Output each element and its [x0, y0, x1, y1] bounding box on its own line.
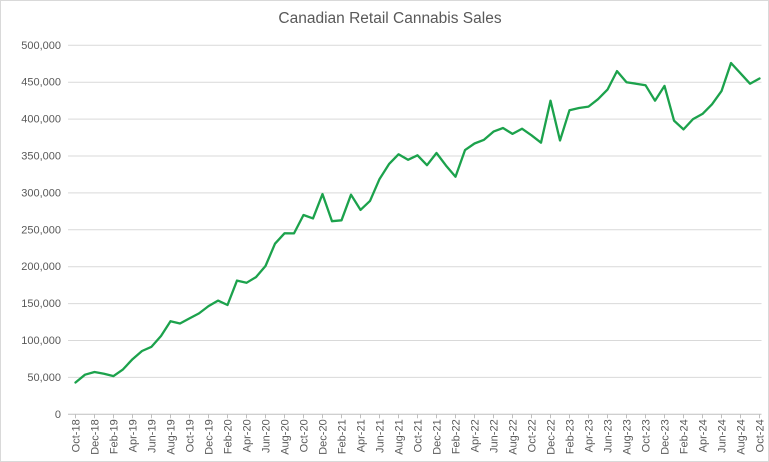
- y-axis-tick-label: 450,000: [21, 77, 61, 89]
- x-axis-tick-label: Dec-21: [432, 419, 444, 454]
- x-axis-tick-label: Jun-22: [489, 419, 501, 453]
- x-axis-tick-label: Feb-21: [337, 419, 349, 454]
- y-axis-tick-label: 350,000: [21, 151, 61, 163]
- x-axis-tick-label: Oct-24: [755, 419, 767, 452]
- x-axis-tick-label: Aug-23: [622, 419, 634, 454]
- x-axis-tick-label: Dec-19: [204, 419, 216, 454]
- x-axis-tick-label: Apr-24: [698, 419, 710, 452]
- x-axis-tick-label: Apr-19: [128, 419, 140, 452]
- y-axis-tick-label: 400,000: [21, 114, 61, 126]
- y-axis-labels: 0 50,000 100,000 150,000 200,000 250,000 300,0…: [21, 40, 61, 421]
- x-axis-tick-label: Aug-21: [394, 419, 406, 454]
- x-axis-tick-label: Dec-23: [660, 419, 672, 454]
- x-axis-tick-label: Feb-23: [565, 419, 577, 454]
- x-axis-tick-label: Jun-21: [375, 419, 387, 453]
- axis-lines: [68, 413, 762, 419]
- x-axis-tick-label: Apr-22: [470, 419, 482, 452]
- x-axis-tick-label: Oct-21: [413, 419, 425, 452]
- y-axis-tick-label: 250,000: [21, 224, 61, 236]
- chart-title: Canadian Retail Cannabis Sales: [278, 10, 501, 27]
- x-axis-tick-label: Oct-22: [527, 419, 539, 452]
- sales-line-series: [74, 61, 761, 384]
- x-axis-tick-label: Dec-22: [546, 419, 558, 454]
- y-axis-tick-label: 200,000: [21, 261, 61, 273]
- x-axis-tick-label: Oct-18: [71, 419, 83, 452]
- y-axis-tick-label: 50,000: [27, 372, 61, 384]
- gridlines: [68, 44, 762, 378]
- x-axis-tick-label: Feb-20: [223, 419, 235, 454]
- x-axis-tick-label: Jun-23: [603, 419, 615, 453]
- x-axis-tick-label: Oct-23: [641, 419, 653, 452]
- x-axis-tick-label: Oct-19: [185, 419, 197, 452]
- x-axis-tick-label: Jun-19: [147, 419, 159, 453]
- x-axis-tick-label: Aug-20: [280, 419, 292, 454]
- x-axis-tick-label: Aug-24: [736, 419, 748, 454]
- x-axis-tick-label: Feb-19: [109, 419, 121, 454]
- y-axis-tick-label: 500,000: [21, 40, 61, 52]
- x-axis-tick-label: Jun-20: [261, 419, 273, 453]
- x-axis-tick-label: Apr-23: [584, 419, 596, 452]
- x-axis-labels: Oct-18 Dec-18 Feb-19 Apr-19 Jun-19 Aug-19 Oct-…: [71, 419, 767, 454]
- y-axis-tick-label: 300,000: [21, 187, 61, 199]
- x-axis-tick-label: Apr-20: [242, 419, 254, 452]
- x-axis-tick-label: Feb-22: [451, 419, 463, 454]
- x-axis-tick-label: Dec-18: [90, 419, 102, 454]
- x-axis-tick-label: Oct-20: [299, 419, 311, 452]
- x-axis-tick-label: Aug-19: [166, 419, 178, 454]
- y-axis-tick-label: 0: [55, 409, 61, 421]
- x-axis-tick-label: Jun-24: [717, 419, 729, 453]
- y-axis-tick-label: 150,000: [21, 298, 61, 310]
- x-axis-tick-label: Feb-24: [679, 419, 691, 454]
- x-axis-tick-label: Aug-22: [508, 419, 520, 454]
- y-axis-tick-label: 100,000: [21, 335, 61, 347]
- x-axis-tick-label: Apr-21: [356, 419, 368, 452]
- x-axis-tick-label: Dec-20: [318, 419, 330, 454]
